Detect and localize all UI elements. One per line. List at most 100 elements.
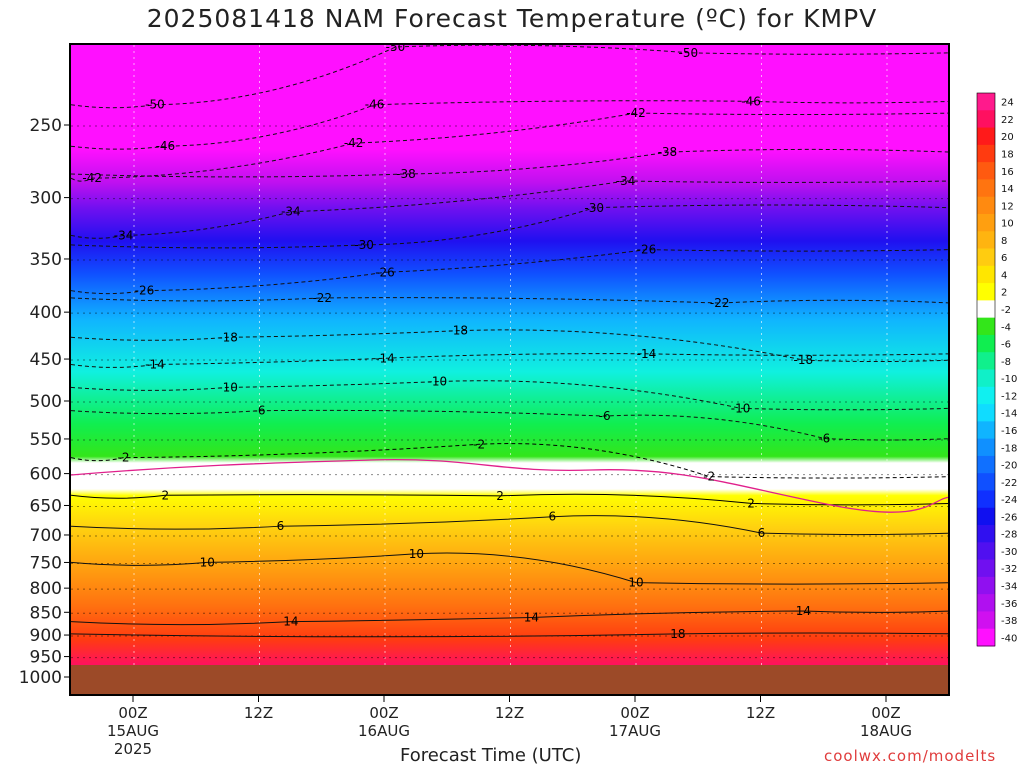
y-tick-label-300: 300 [30,189,62,209]
colorbar-swatch--36 [977,594,995,612]
y-tick-label-800: 800 [30,579,62,599]
contour-line--30 [71,204,948,249]
contour-label: -22 [710,296,730,310]
colorbar-label: -24 [1001,495,1017,506]
source-credit: coolwx.com/modelts [824,747,997,765]
freezing-level-line [71,458,948,513]
x-tick-label: 12Z [746,704,775,722]
y-tick-label-250: 250 [30,116,62,136]
contour-line-10 [71,552,948,585]
x-tick-label: 00Z [620,704,649,722]
contour-label: 10 [200,555,215,569]
contour-label: -22 [312,291,332,305]
colorbar-swatch--26 [977,507,995,526]
colorbar-swatch--32 [977,559,995,578]
y-tick-label-500: 500 [30,392,62,412]
contour-label: -34 [114,228,134,242]
contour-label: -14 [145,357,165,371]
colorbar: 24 22 20 18 16 14 12 10 8 6 4 2 -2 -4 -6 -8 -10 -12 -14 -16… [976,92,1017,647]
contour-line--42 [71,112,948,182]
colorbar-swatch-10 [977,213,995,232]
colorbar-label: -32 [1001,564,1017,575]
y-tick-label-950: 950 [30,648,62,668]
colorbar-swatch--12 [977,386,995,405]
colorbar-swatch-6 [977,248,995,267]
colorbar-swatch-8 [977,231,995,250]
colorbar-swatch--24 [977,490,995,509]
contour-label: -6 [254,404,266,418]
contour-label: -18 [218,330,238,344]
colorbar-frame [976,92,996,647]
colorbar-swatch-14 [977,179,995,198]
contour-label: 6 [549,510,557,524]
contour-line--34 [71,180,948,239]
colorbar-label: 24 [1001,98,1014,109]
x-tick-date: 18AUG [860,722,912,740]
colorbar-swatch-18 [977,144,995,163]
colorbar-label: 6 [1001,253,1007,264]
contour-label: 2 [496,489,504,503]
colorbar-label: 12 [1001,201,1014,212]
colorbar-label: 2 [1001,288,1007,299]
y-tick-label-600: 600 [30,465,62,485]
y-tick-label-650: 650 [30,496,62,516]
colorbar-label: -28 [1001,530,1017,541]
contour-label: -2 [118,451,130,465]
colorbar-label: -20 [1001,461,1017,472]
colorbar-label: -14 [1001,409,1017,420]
contour-label: 10 [628,576,643,590]
contour-line--22 [71,297,948,304]
x-tick-label: 12Z [495,704,524,722]
contour-label: -2 [703,470,715,484]
contour-label: -50 [678,46,698,60]
contour-label: 2 [162,488,170,502]
colorbar-swatch-12 [977,196,995,215]
colorbar-swatch-24 [977,93,995,111]
colorbar-swatch--14 [977,404,995,422]
colorbar-swatch--30 [977,542,995,561]
colorbar-label: -6 [1001,340,1011,351]
contour-label: -46 [365,98,385,112]
contour-label: -38 [658,145,678,159]
contour-label: -18 [794,353,814,367]
y-tick-label-450: 450 [30,350,62,370]
contour-line-18 [71,632,948,638]
contour-label: 14 [283,615,298,629]
y-tick-label-350: 350 [30,250,62,270]
colorbar-swatch--18 [977,438,995,457]
contour-line-2 [71,493,948,506]
y-axis-ticks: 250 300 350 400 450 500 550 600 650 700 750 800 850 9… [19,116,70,688]
contour-label: -46 [156,139,176,153]
colorbar-swatch--34 [977,576,995,595]
colorbar-label: -40 [1001,633,1017,644]
x-tick-year: 2025 [114,740,152,758]
x-tick-label: 00Z [369,704,398,722]
contour-label: 2 [747,496,755,510]
contour-line--14 [71,353,948,368]
contour-label: -42 [82,171,102,185]
contour-line--2 [71,443,948,479]
x-axis-title: Forecast Time (UTC) [400,745,582,766]
y-tick-label-1000: 1000 [19,668,62,688]
colorbar-label: -10 [1001,374,1017,385]
contour-labels: -50 -50-50 -46-42-46-46 -42-38-42 -38 -34-34-… [82,45,830,641]
contour-label: 10 [409,547,424,561]
contour-label: -38 [396,167,416,181]
y-tick-label-900: 900 [30,626,62,646]
colorbar-label: -18 [1001,443,1017,454]
x-tick-label: 12Z [244,704,273,722]
x-tick-date: 17AUG [609,722,661,740]
colorbar-swatch--16 [977,421,995,440]
grid-lines [71,45,948,694]
colorbar-label: -4 [1001,322,1011,333]
contour-line--50 [71,45,948,109]
contour-label: -42 [626,106,646,120]
colorbar-label: 22 [1001,115,1014,126]
colorbar-swatch-2 [977,283,995,301]
colorbar-swatch-4 [977,265,995,284]
contour-line--10 [71,380,948,411]
contour-label: -34 [281,205,301,219]
contour-lines [71,45,948,638]
contour-label: -30 [584,201,604,215]
colorbar-swatch-20 [977,127,995,146]
